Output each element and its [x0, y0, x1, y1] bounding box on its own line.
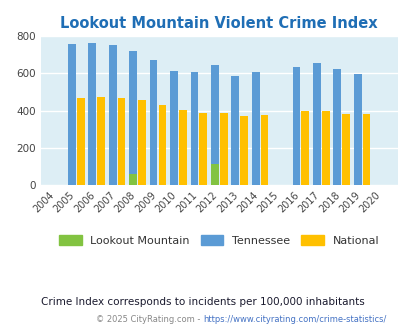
Bar: [231, 76, 239, 185]
Bar: [321, 111, 329, 185]
Bar: [170, 71, 177, 185]
Bar: [138, 100, 145, 185]
Bar: [179, 110, 186, 185]
Bar: [362, 115, 369, 185]
Bar: [149, 60, 157, 185]
Bar: [190, 72, 198, 185]
Bar: [77, 98, 84, 185]
Title: Lookout Mountain Violent Crime Index: Lookout Mountain Violent Crime Index: [60, 16, 377, 31]
Bar: [312, 63, 320, 185]
Bar: [292, 67, 300, 185]
Bar: [109, 45, 116, 185]
Bar: [211, 65, 218, 185]
Bar: [240, 116, 247, 185]
Text: © 2025 CityRating.com -: © 2025 CityRating.com -: [96, 315, 202, 324]
Bar: [129, 50, 137, 185]
Legend: Lookout Mountain, Tennessee, National: Lookout Mountain, Tennessee, National: [59, 235, 378, 246]
Bar: [251, 72, 259, 185]
Bar: [301, 111, 309, 185]
Text: Crime Index corresponds to incidents per 100,000 inhabitants: Crime Index corresponds to incidents per…: [41, 297, 364, 307]
Bar: [68, 44, 76, 185]
Text: https://www.cityrating.com/crime-statistics/: https://www.cityrating.com/crime-statist…: [202, 315, 386, 324]
Bar: [158, 105, 166, 185]
Bar: [97, 97, 105, 185]
Bar: [219, 113, 227, 185]
Bar: [88, 43, 96, 185]
Bar: [129, 174, 137, 185]
Bar: [353, 74, 361, 185]
Bar: [117, 98, 125, 185]
Bar: [260, 115, 268, 185]
Bar: [199, 113, 207, 185]
Bar: [333, 69, 340, 185]
Bar: [211, 164, 218, 185]
Bar: [341, 114, 349, 185]
